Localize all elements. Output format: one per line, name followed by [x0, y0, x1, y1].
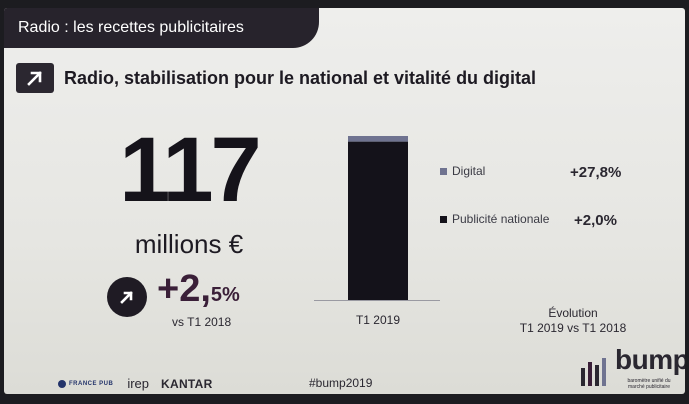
bump-wordmark: bump [615, 344, 685, 375]
bump-logo: bump baromètre unifié du marché publicit… [579, 344, 685, 394]
value-digital-change: +27,8% [570, 164, 622, 181]
headline: Radio, stabilisation pour le national et… [64, 67, 537, 88]
hashtag: #bump2019 [309, 376, 373, 390]
growth-value: +2,5% [157, 268, 240, 311]
growth-value-main: +2, [157, 268, 211, 310]
bar-segment-digital [348, 136, 408, 142]
x-tick-label: T1 2019 [356, 313, 400, 327]
stacked-bar-chart: T1 2019 [314, 136, 440, 327]
legend-item-digital: Digital [440, 164, 485, 178]
partner-logos: FRANCE PUB irep KANTAR [58, 376, 213, 391]
slide: Radio : les recettes publicitaires Radio… [4, 8, 685, 394]
value-nationale-change: +2,0% [574, 212, 617, 229]
legend-swatch-digital [440, 167, 447, 175]
headline-row: Radio, stabilisation pour le national et… [16, 60, 536, 96]
logo-francepub-text: FRANCE PUB [69, 380, 114, 387]
kpi-unit: millions € [134, 229, 244, 259]
logo-kantar: KANTAR [161, 376, 213, 391]
kpi-value: 117 [119, 119, 261, 221]
section-title: Radio : les recettes publicitaires [4, 8, 319, 48]
evolution-note-line1: Évolution [548, 306, 598, 320]
bar-segment-nationale [348, 141, 408, 300]
evolution-note-line2: T1 2019 vs T1 2018 [519, 321, 627, 335]
arrow-up-right-icon [16, 63, 54, 93]
legend-label-digital: Digital [452, 164, 486, 178]
bump-bars-icon [581, 358, 606, 386]
francepub-dot-icon [58, 379, 66, 388]
growth-value-decimal: 5% [210, 284, 240, 306]
evolution-note: Évolution T1 2019 vs T1 2018 [504, 306, 642, 336]
legend-item-nationale: Publicité nationale [440, 212, 549, 226]
logo-irep: irep [127, 376, 150, 391]
growth-arrow-icon [107, 277, 147, 317]
legend-label-nationale: Publicité nationale [452, 212, 550, 226]
growth-reference: vs T1 2018 [172, 315, 232, 329]
bump-tagline: baromètre unifié du marché publicitaire [627, 378, 671, 390]
legend-swatch-nationale [440, 215, 447, 223]
logo-francepub: FRANCE PUB [58, 379, 114, 388]
